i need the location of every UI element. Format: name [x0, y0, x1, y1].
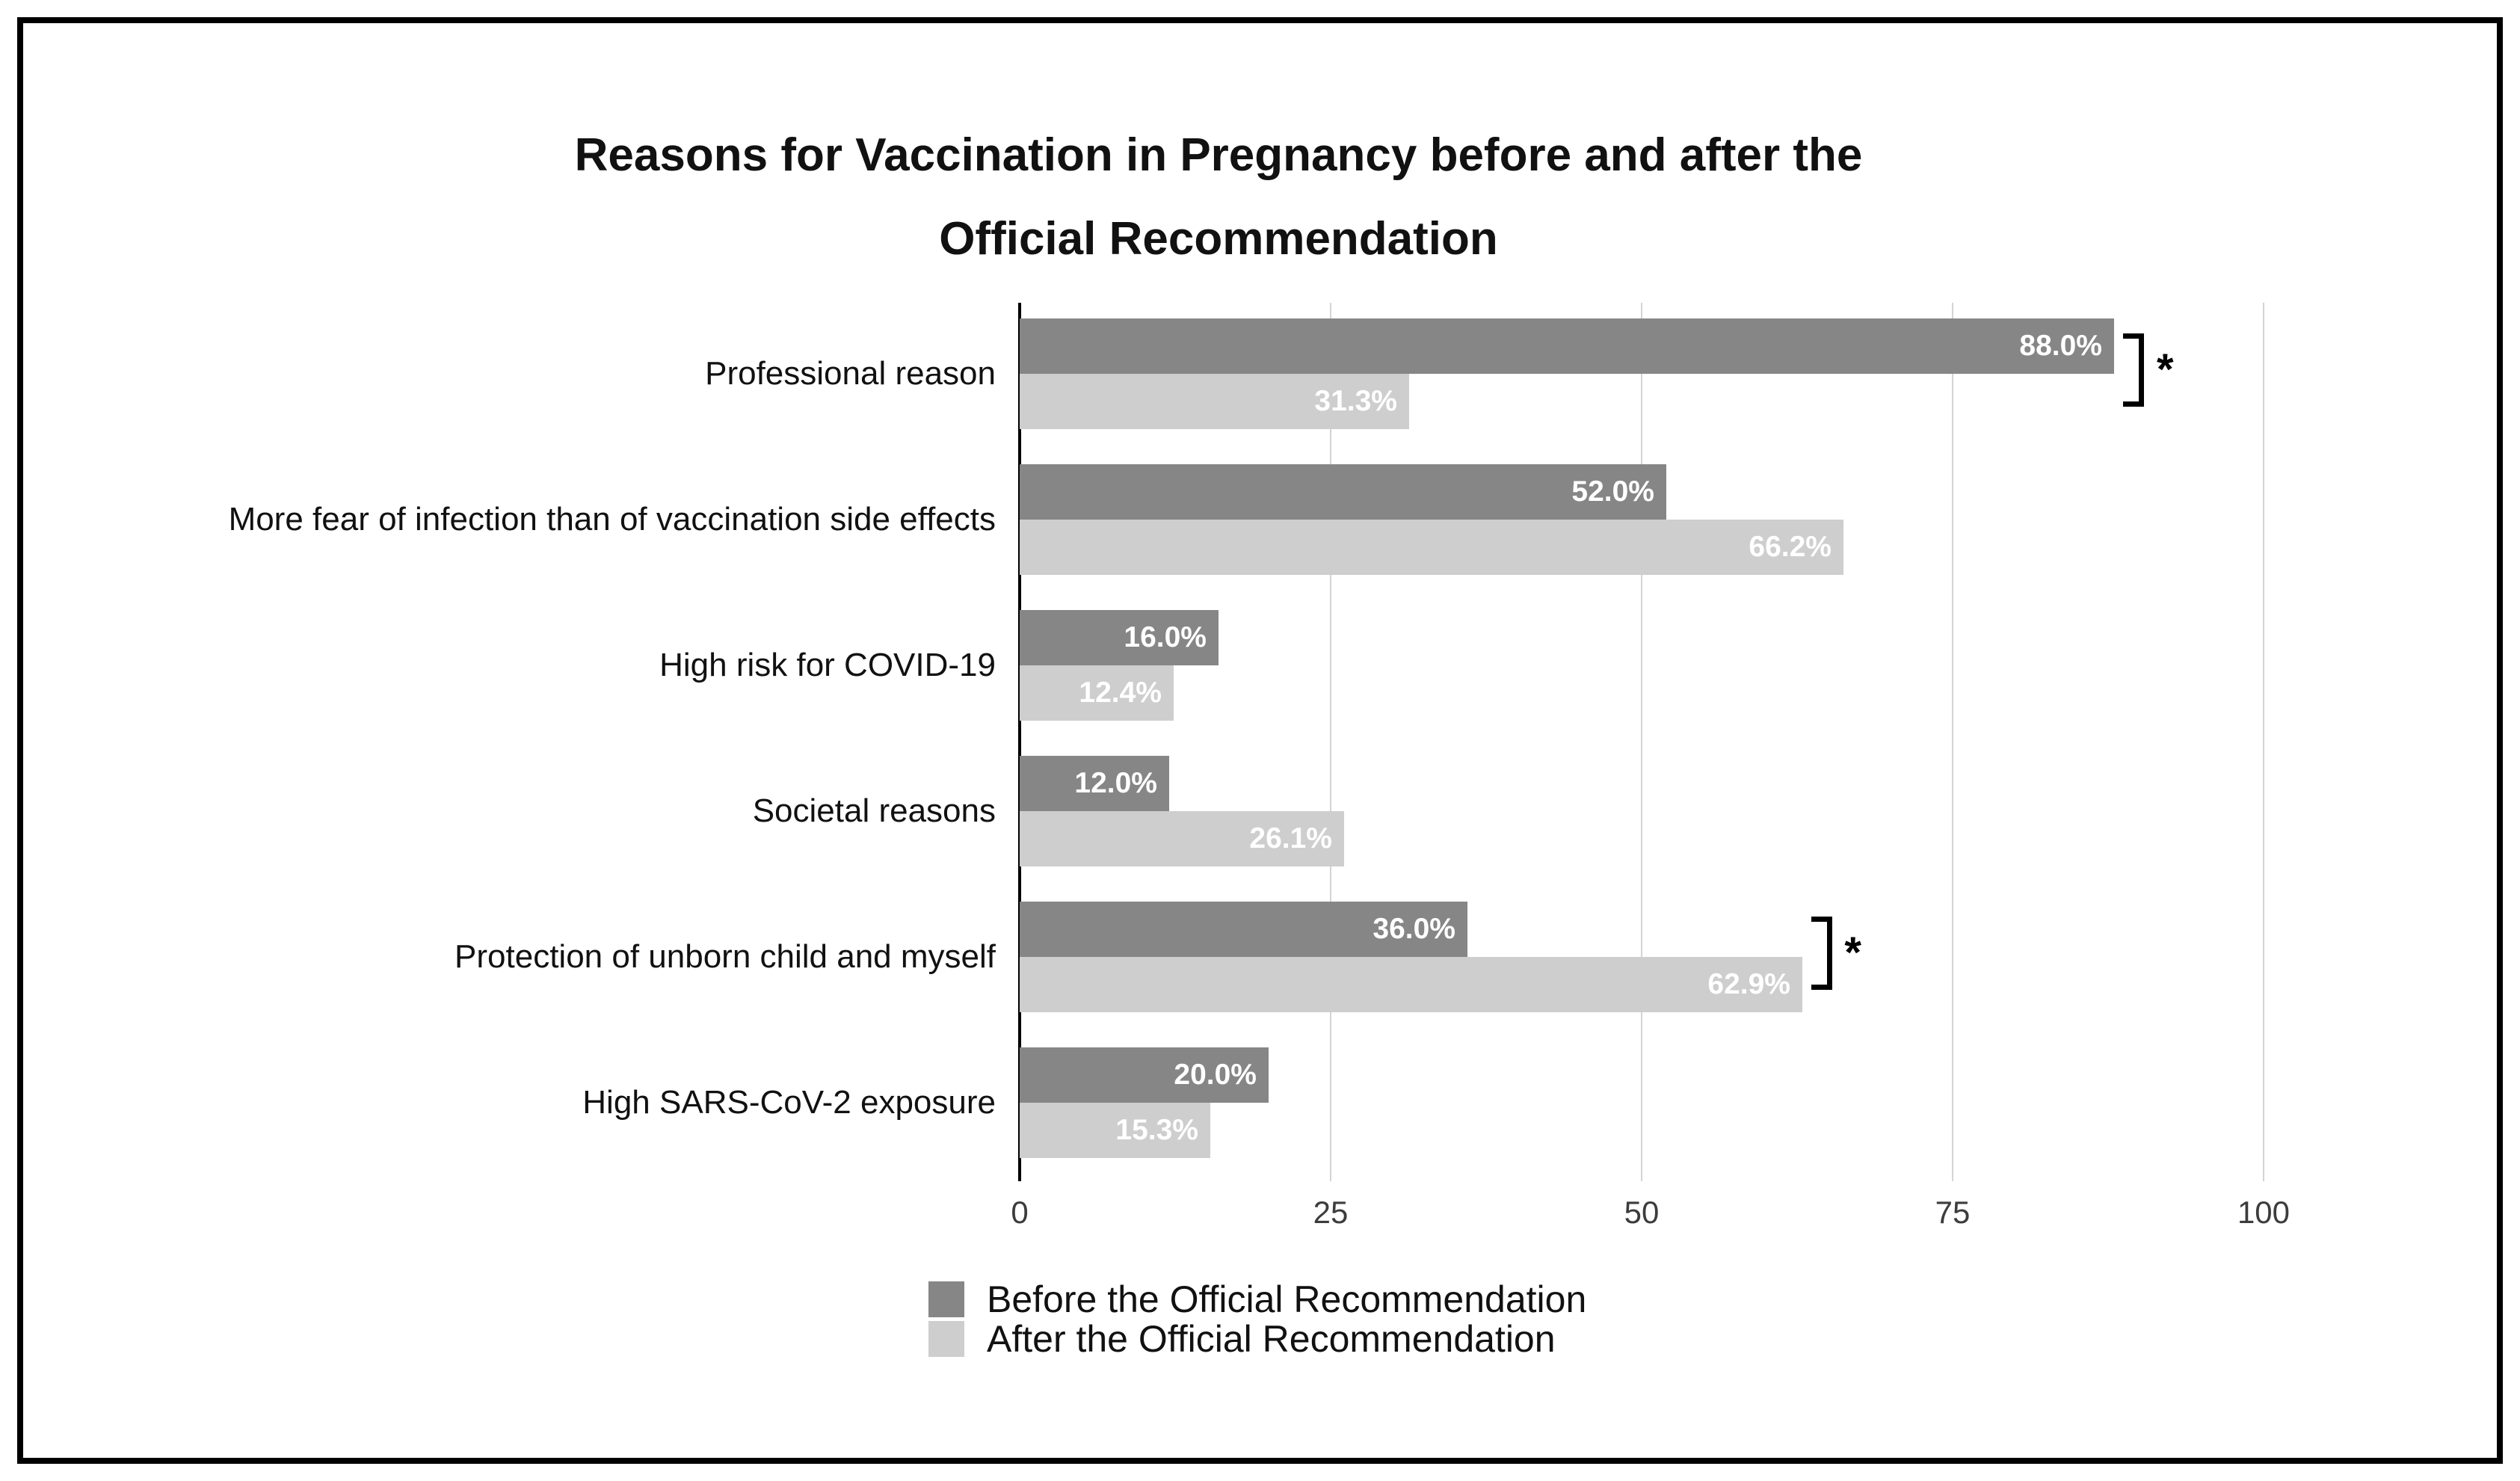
bar-before: 36.0% [1020, 902, 1467, 957]
gridline-x-75 [1952, 303, 1953, 1181]
legend-item-after: After the Official Recommendation [928, 1318, 1586, 1360]
chart-title: Reasons for Vaccination in Pregnancy bef… [0, 114, 2437, 281]
bar-value-label: 31.3% [1314, 385, 1397, 417]
significance-asterisk: * [1844, 929, 1861, 977]
legend-swatch-before [928, 1281, 964, 1317]
chart-title-line-1: Reasons for Vaccination in Pregnancy bef… [574, 129, 1863, 181]
bar-value-label: 62.9% [1707, 968, 1790, 1000]
bar-before: 16.0% [1020, 610, 1219, 665]
gridline-x-100 [2263, 303, 2264, 1181]
bar-value-label: 15.3% [1115, 1114, 1198, 1146]
category-label: Protection of unborn child and myself [455, 938, 996, 975]
bar-after: 62.9% [1020, 957, 1802, 1012]
x-tick-label: 25 [1313, 1195, 1349, 1230]
bar-value-label: 26.1% [1249, 822, 1332, 855]
x-tick-label: 100 [2237, 1195, 2291, 1230]
category-label: More fear of infection than of vaccinati… [228, 501, 996, 538]
gridline-x-50 [1641, 303, 1642, 1181]
x-tick-label: 75 [1935, 1195, 1971, 1230]
chart-title-line-2: Official Recommendation [939, 213, 1498, 265]
category-label: High SARS-CoV-2 exposure [582, 1084, 996, 1121]
bar-before: 52.0% [1020, 464, 1666, 520]
bar-after: 12.4% [1020, 665, 1174, 721]
legend-swatch-after [928, 1321, 964, 1357]
category-label: Societal reasons [752, 792, 996, 829]
bar-value-label: 52.0% [1571, 475, 1654, 508]
bar-value-label: 66.2% [1749, 531, 1832, 563]
bar-value-label: 20.0% [1174, 1059, 1257, 1091]
bar-before: 20.0% [1020, 1047, 1269, 1103]
bar-after: 15.3% [1020, 1103, 1210, 1158]
bar-value-label: 88.0% [2019, 330, 2102, 362]
legend-label-after: After the Official Recommendation [987, 1318, 1556, 1360]
significance-bracket [2123, 333, 2145, 407]
bar-after: 26.1% [1020, 811, 1344, 866]
bar-value-label: 12.0% [1074, 767, 1157, 799]
category-label: Professional reason [705, 355, 996, 392]
bar-value-label: 16.0% [1124, 621, 1207, 653]
gridline-x-25 [1330, 303, 1331, 1181]
x-tick-label: 0 [1011, 1195, 1029, 1230]
x-tick-label: 50 [1624, 1195, 1660, 1230]
category-label: High risk for COVID-19 [659, 647, 996, 683]
y-axis-line [1018, 303, 1021, 1181]
bar-after: 31.3% [1020, 374, 1409, 429]
bar-before: 12.0% [1020, 756, 1169, 811]
bar-after: 66.2% [1020, 520, 1843, 575]
bar-value-label: 36.0% [1373, 913, 1455, 945]
bar-before: 88.0% [1020, 318, 2114, 374]
legend-item-before: Before the Official Recommendation [928, 1278, 1587, 1320]
significance-bracket [1811, 917, 1832, 990]
legend: Before the Official Recommendation After… [928, 1281, 1586, 1361]
bar-value-label: 12.4% [1079, 677, 1162, 709]
legend-label-before: Before the Official Recommendation [987, 1278, 1587, 1320]
significance-asterisk: * [2157, 345, 2174, 394]
